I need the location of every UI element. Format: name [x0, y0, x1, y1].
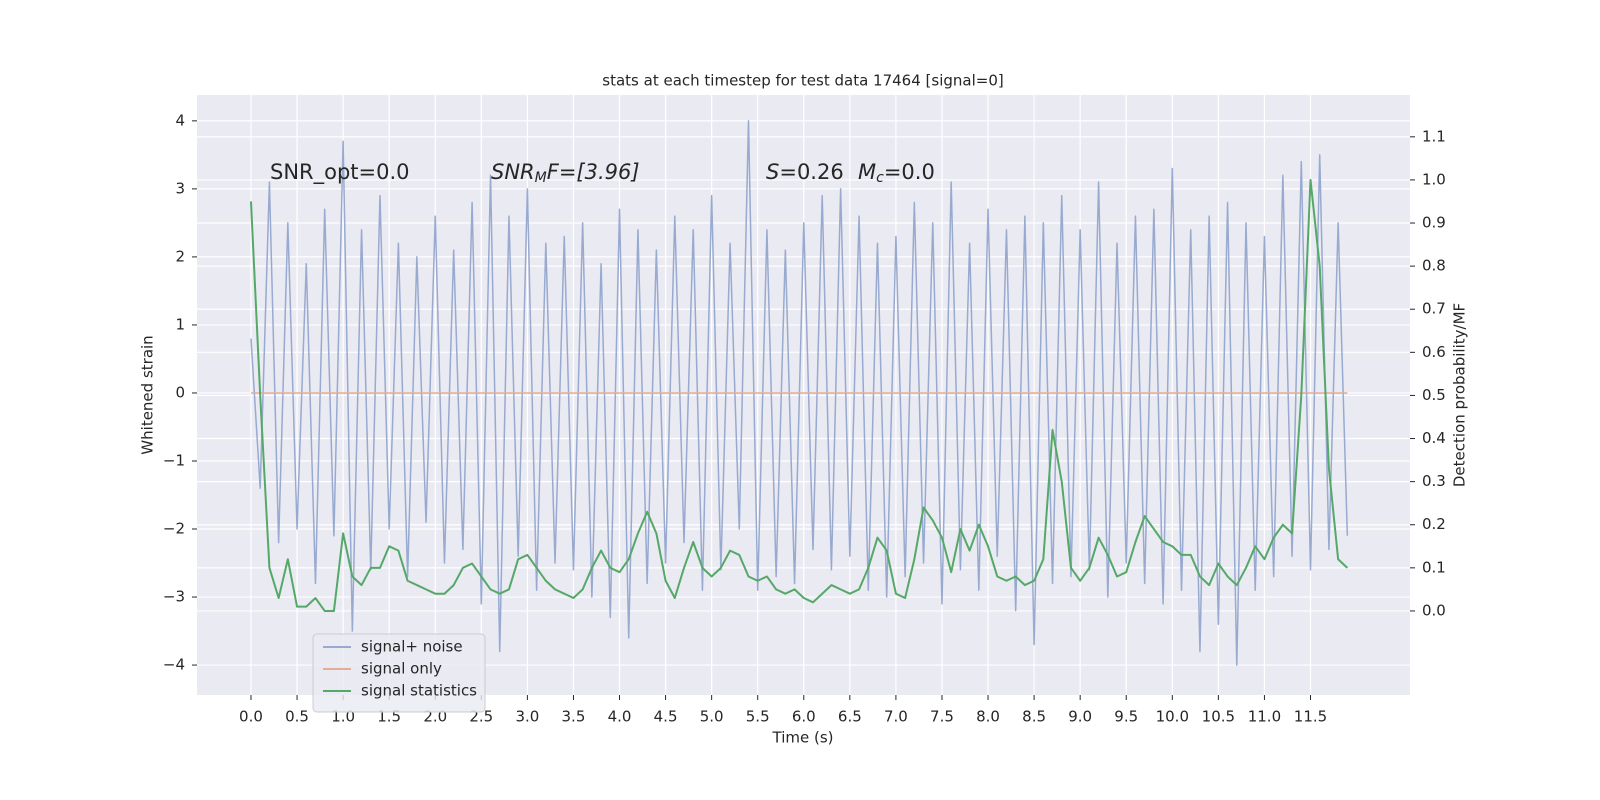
x-tick-label: 3.0	[515, 708, 539, 726]
x-tick-label: 4.5	[654, 708, 678, 726]
x-tick-label: 0.5	[285, 708, 309, 726]
y-axis-label: Whitened strain	[139, 335, 157, 454]
x-tick-label: 6.5	[838, 708, 862, 726]
legend-label: signal+ noise	[361, 638, 463, 656]
x-tick-label: 7.5	[930, 708, 954, 726]
x-tick-label: 8.0	[976, 708, 1000, 726]
y2-tick-label: 1.0	[1422, 170, 1446, 188]
y-tick-label: 2	[175, 247, 185, 265]
x-tick-label: 5.5	[746, 708, 770, 726]
x-tick-label: 9.5	[1114, 708, 1138, 726]
y2-tick-label: 0.3	[1422, 472, 1446, 490]
y2-axis-label: Detection probability/MF	[1451, 303, 1469, 487]
y2-tick-label: 0.8	[1422, 257, 1446, 275]
annotation-value: =0.26	[779, 160, 843, 184]
y-tick-label: −4	[163, 656, 185, 674]
annotation-symbol: M	[858, 160, 876, 184]
x-tick-label: 10.5	[1202, 708, 1235, 726]
x-tick-label: 3.5	[562, 708, 586, 726]
series-line	[250, 120, 1349, 666]
x-tick-label: 7.0	[884, 708, 908, 726]
series-line	[249, 178, 1349, 612]
y-tick-label: 4	[175, 111, 185, 129]
annotation-symbol: S	[766, 160, 779, 184]
y2-tick-label: 0.4	[1422, 429, 1446, 447]
y-tick-label: 1	[175, 315, 185, 333]
y2-tick-label: 0.0	[1422, 601, 1446, 619]
x-tick-label: 6.0	[792, 708, 816, 726]
annotation-subscript: c	[876, 170, 884, 186]
x-tick-label: 8.5	[1022, 708, 1046, 726]
y2-tick-label: 0.9	[1422, 214, 1446, 232]
chart-title: stats at each timestep for test data 174…	[602, 72, 1003, 90]
x-tick-label: 9.0	[1068, 708, 1092, 726]
x-tick-label: 11.0	[1248, 708, 1281, 726]
marks	[249, 120, 1349, 666]
x-tick-label: 4.0	[608, 708, 632, 726]
x-tick-label: 10.0	[1156, 708, 1189, 726]
labels: 0.0 0.5 1.0 1.5 2.0 2.5 3.0 3.5 4.0 4.5 5.0 5.5 6.0 6…	[163, 111, 1446, 725]
y-tick-label: −3	[163, 588, 185, 606]
y2-tick-label: 1.1	[1422, 127, 1446, 145]
annotation-value: =0.0	[884, 160, 935, 184]
x-tick-label: 5.0	[700, 708, 724, 726]
y-tick-label: −1	[163, 451, 185, 469]
y-tick-label: 3	[175, 179, 185, 197]
legend-box	[312, 633, 486, 713]
annotation: SNR_opt=0.0	[270, 160, 410, 185]
y2-tick-label: 0.7	[1422, 300, 1446, 318]
annotation-text: SNR_opt=0.0	[270, 160, 410, 185]
x-tick-label: 11.5	[1294, 708, 1327, 726]
annotation-value: F=[3.96]	[547, 160, 640, 184]
legend-label: signal only	[361, 660, 442, 678]
y-tick-label: 0	[175, 383, 185, 401]
annotation-subscript: M	[535, 170, 547, 186]
y2-tick-label: 0.2	[1422, 515, 1446, 533]
y2-tick-label: 0.6	[1422, 343, 1446, 361]
legend-label: signal statistics	[361, 682, 477, 700]
x-axis-label: Time (s)	[772, 729, 834, 747]
annotation: S=0.26	[766, 160, 844, 184]
y2-tick-label: 0.5	[1422, 386, 1446, 404]
annotation: SNRMF=[3.96]	[491, 160, 640, 186]
x-tick-label: 0.0	[239, 708, 263, 726]
annotation: Mc=0.0	[858, 160, 935, 186]
annotation-symbol: SNR	[491, 160, 535, 184]
y-tick-label: −2	[163, 520, 185, 538]
y2-tick-label: 0.1	[1422, 558, 1446, 576]
